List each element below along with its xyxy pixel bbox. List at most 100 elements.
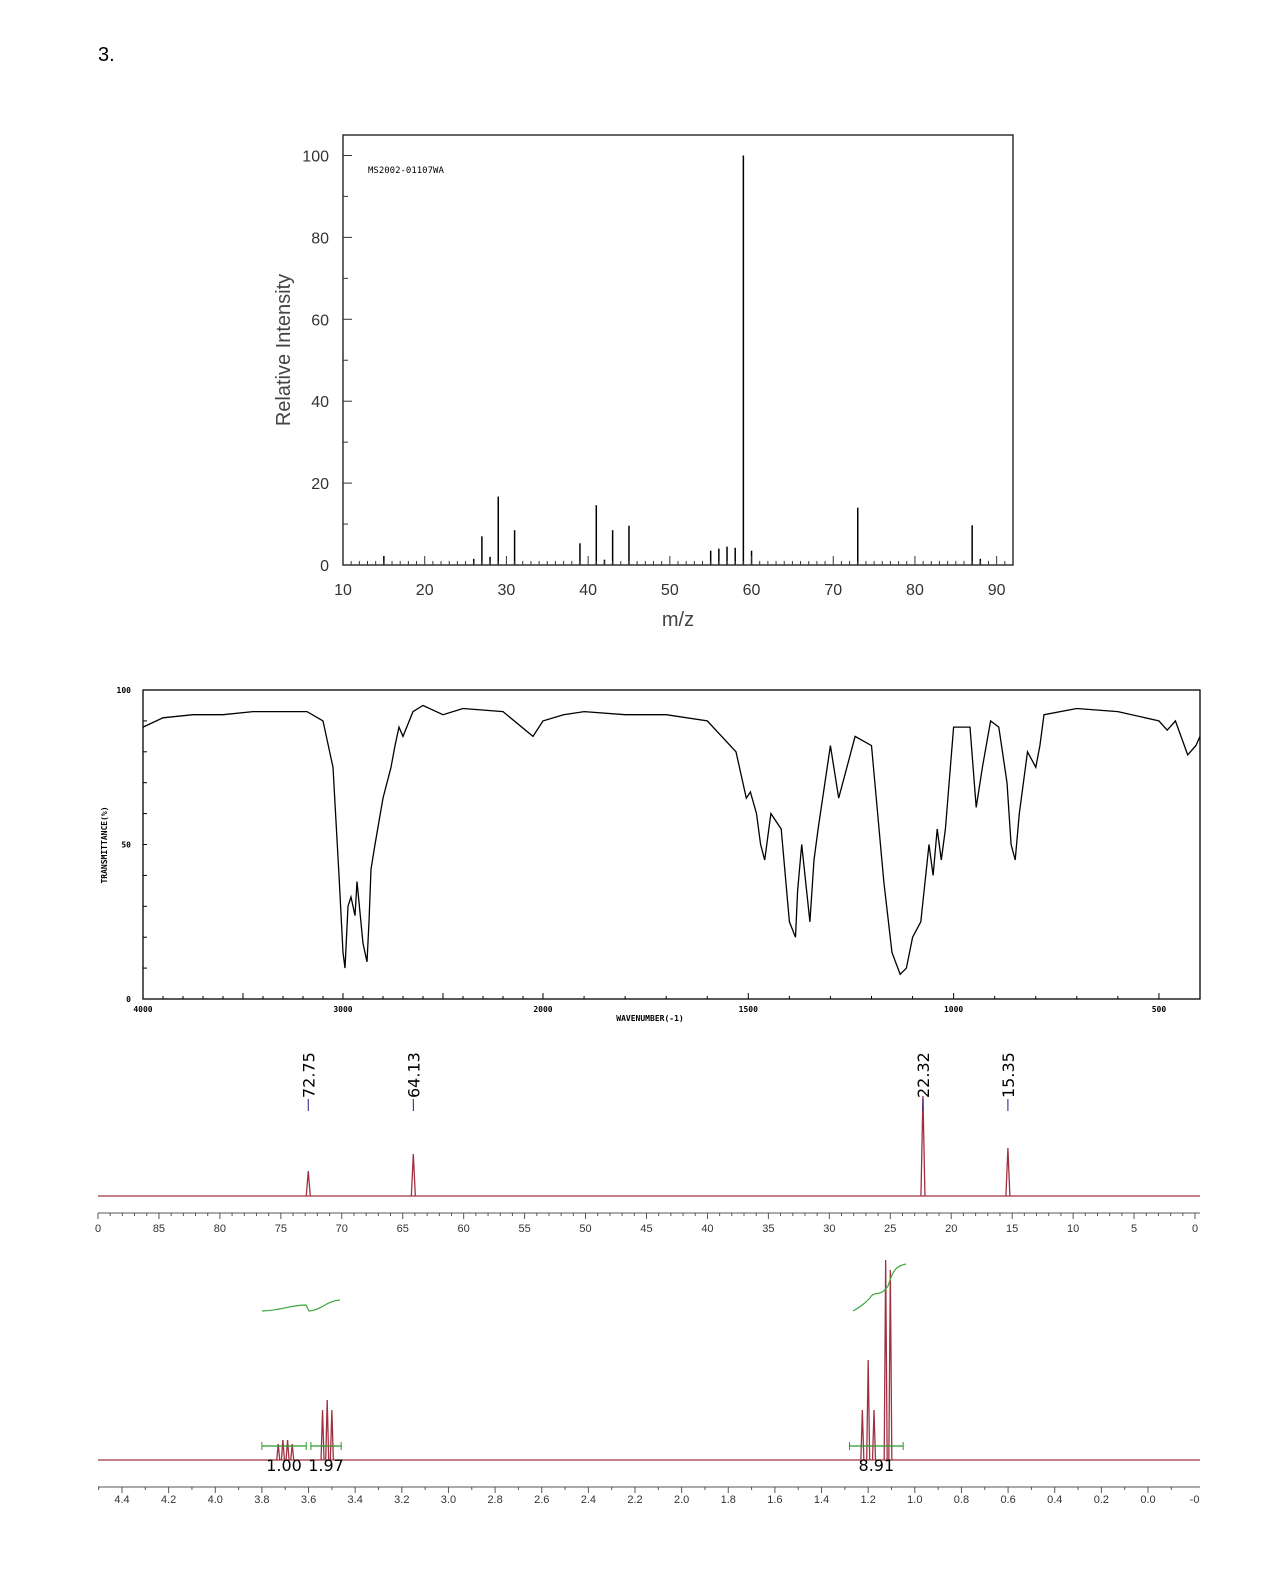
- ms-y-tick-label: 80: [311, 230, 329, 247]
- c13-x-tick-label: 30: [823, 1223, 835, 1235]
- h1-x-tick-label: 1.0: [907, 1494, 922, 1506]
- ms-x-ticks: 10 20 30 40 50 60 70 80 90: [334, 556, 1014, 599]
- ir-y-tick-label: 100: [117, 686, 132, 695]
- ms-bars: [383, 155, 982, 565]
- h1-x-tick-label: 0.8: [954, 1494, 969, 1506]
- ms-x-tick-label: 40: [579, 582, 597, 599]
- c13-peaks: 72.75 64.13 22.32 15.35: [299, 1052, 1018, 1197]
- h1-integral-value: 1.97: [308, 1456, 344, 1475]
- h1-x-tick-label: 4.4: [114, 1494, 129, 1506]
- ir-y-ticks: 0 50 100: [117, 686, 147, 1004]
- ms-y-tick-label: 100: [302, 148, 329, 165]
- ir-x-tick-label: 1500: [739, 1005, 758, 1014]
- h1-peak: [866, 1359, 871, 1461]
- c13-x-tick-label: 75: [275, 1223, 287, 1235]
- ms-y-tick-label: 20: [311, 476, 329, 493]
- ir-x-tick-label: 3000: [333, 1005, 352, 1014]
- c13-x-tick-label: 15: [1006, 1223, 1018, 1235]
- h1-peak: [871, 1409, 877, 1461]
- c13-x-tick-label: 70: [336, 1223, 348, 1235]
- mass-spectrum-chart: 10 20 30 40 50 60 70 80 90 0 20 40 60 80 100 MS2002-0…: [273, 134, 1014, 631]
- h1-x-tick-label: 3.4: [348, 1494, 363, 1506]
- ir-y-tick-label: 0: [126, 995, 131, 1004]
- h1-x-tick-label: 2.0: [674, 1494, 689, 1506]
- c13-peak: [305, 1170, 311, 1197]
- c13-peak: [1005, 1147, 1011, 1197]
- h1-x-tick-label: 1.8: [721, 1494, 736, 1506]
- ir-x-tick-label: 2000: [533, 1005, 552, 1014]
- h1-x-tick-label: 0.2: [1094, 1494, 1109, 1506]
- h1-x-tick-label: 3.8: [254, 1494, 269, 1506]
- ir-spectrum-chart: 4000 3000 2000 1500 1000 500 0 50 100 WAVENUMBE…: [100, 686, 1201, 1023]
- c13-x-tick-label: 55: [518, 1223, 530, 1235]
- c13-x-tick-label: 10: [1067, 1223, 1079, 1235]
- c13-x-tick-label: 0: [95, 1223, 101, 1235]
- h1-x-tick-label: 0.0: [1140, 1494, 1155, 1506]
- ms-y-tick-label: 0: [320, 558, 329, 575]
- h1-x-tick-label: 2.2: [627, 1494, 642, 1506]
- ms-x-tick-label: 10: [334, 582, 352, 599]
- problem-number: 3.: [98, 44, 115, 66]
- ir-y-tick-label: 50: [121, 841, 131, 850]
- c13-x-tick-label: 45: [640, 1223, 652, 1235]
- ir-x-ticks: 4000 3000 2000 1500 1000 500: [133, 993, 1201, 1014]
- h1-integral-curve: [852, 1263, 907, 1312]
- h1-x-tick-label: 2.4: [581, 1494, 596, 1506]
- c13-x-tick-label: 85: [153, 1223, 165, 1235]
- h1-integral-value: 8.91: [859, 1456, 895, 1475]
- c13-peak-label: 72.75: [299, 1052, 318, 1098]
- h1-peak: [329, 1409, 335, 1461]
- h1-peak: [883, 1259, 888, 1461]
- h1-x-tick-label: 2.6: [534, 1494, 549, 1506]
- h1-peak: [888, 1269, 893, 1461]
- ms-x-tick-label: 50: [661, 582, 679, 599]
- ms-x-tick-label: 70: [824, 582, 842, 599]
- c13-x-tick-label: 40: [701, 1223, 713, 1235]
- h1-x-tick-label: 3.0: [441, 1494, 456, 1506]
- h1-x-tick-label: 4.2: [161, 1494, 176, 1506]
- c13-peak-label: 64.13: [404, 1052, 423, 1098]
- h1-x-tick-label: 4.0: [208, 1494, 223, 1506]
- ir-x-axis-label: WAVENUMBER(-1): [616, 1014, 683, 1023]
- h1-peak: [320, 1409, 325, 1461]
- ir-transmittance-line: [142, 704, 1201, 976]
- ir-x-tick-label: 500: [1152, 1005, 1167, 1014]
- h1-integral-value: 1.00: [266, 1456, 302, 1475]
- h1-peak: [860, 1409, 865, 1461]
- h1-integrals: 1.00 1.97 8.91: [261, 1263, 907, 1475]
- c13-x-tick-label: 50: [579, 1223, 591, 1235]
- ir-y-axis-label: TRANSMITTANCE(%): [100, 806, 109, 883]
- c13-peak-label: 22.32: [914, 1052, 933, 1098]
- ms-x-axis-label: m/z: [662, 609, 694, 631]
- ms-y-tick-label: 40: [311, 394, 329, 411]
- c13-x-tick-label: 0: [1192, 1223, 1198, 1235]
- c13-peak: [410, 1153, 416, 1197]
- c13-x-tick-label: 35: [762, 1223, 774, 1235]
- h1-x-tick-label: 3.6: [301, 1494, 316, 1506]
- h1-peak: [285, 1439, 290, 1461]
- h1-x-tick-label: 2.8: [487, 1494, 502, 1506]
- h1-x-tick-label: -0: [1190, 1494, 1200, 1506]
- ms-y-axis-label: Relative Intensity: [273, 274, 295, 426]
- ir-x-tick-label: 1000: [944, 1005, 963, 1014]
- c13-peak: [920, 1095, 926, 1197]
- h1-x-ticks: 4.4 4.2 4.0 3.8 3.6 3.4 3.2 3.0 2.8 2.6 2.4 2.2 2.0 1…: [98, 1487, 1200, 1506]
- h1-peak: [280, 1439, 286, 1461]
- h1-x-tick-label: 0.6: [1000, 1494, 1015, 1506]
- h1-x-tick-label: 1.6: [767, 1494, 782, 1506]
- h1-peak: [325, 1399, 330, 1461]
- ms-x-tick-label: 20: [416, 582, 434, 599]
- c13-x-tick-label: 20: [945, 1223, 957, 1235]
- c13-peak-label: 15.35: [999, 1052, 1018, 1098]
- h1-x-tick-label: 1.2: [861, 1494, 876, 1506]
- h1-peaks: [276, 1259, 893, 1461]
- h1-x-tick-label: 0.4: [1047, 1494, 1062, 1506]
- ms-annotation: MS2002-01107WA: [368, 166, 444, 176]
- h1-nmr-spectrum-chart: 1.00 1.97 8.91 4.4 4.2 4.0 3.8 3.6 3.4 3.2 3.0 2.8…: [98, 1259, 1200, 1506]
- c13-x-tick-label: 25: [884, 1223, 896, 1235]
- h1-x-tick-label: 1.4: [814, 1494, 829, 1506]
- c13-x-ticks: 0 85 80 75 70 65 60 55 50 45 40 35 30 25 20 15 10 5 0: [95, 1213, 1198, 1235]
- ms-x-tick-label: 90: [988, 582, 1006, 599]
- c13-x-tick-label: 5: [1131, 1223, 1137, 1235]
- h1-x-tick-label: 3.2: [394, 1494, 409, 1506]
